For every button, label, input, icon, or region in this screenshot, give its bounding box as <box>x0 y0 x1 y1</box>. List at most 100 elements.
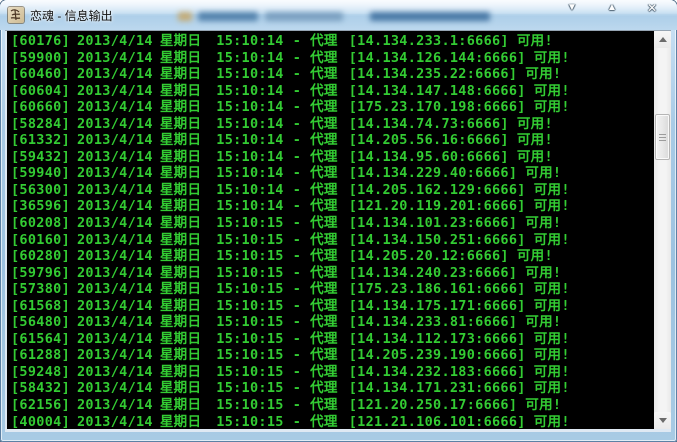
log-date: 2013/4/14 <box>77 82 153 99</box>
log-endpoint: [14.205.20.12:6666] <box>348 248 509 265</box>
log-label: 代理 <box>310 264 338 281</box>
close-button[interactable]: ✕ <box>646 1 658 15</box>
log-label: 代理 <box>310 82 338 99</box>
log-status: 可用! <box>533 297 570 314</box>
log-status: 可用! <box>525 264 562 281</box>
log-line: [60660] 2013/4/14 星期日 15:10:14- 代理 [175.23.17… <box>11 99 654 116</box>
log-date: 2013/4/14 <box>77 49 153 66</box>
scroll-down-button[interactable] <box>654 412 671 429</box>
log-line: [60160] 2013/4/14 星期日 15:10:15- 代理 [14.134.15… <box>11 232 654 249</box>
log-separator: - <box>292 347 302 364</box>
log-weekday: 星期日 <box>159 33 202 49</box>
log-id: [59900] <box>11 49 70 66</box>
log-endpoint: [14.134.112.173:6666] <box>348 330 526 347</box>
log-line: [36596] 2013/4/14 星期日 15:10:14- 代理 [121.20.11… <box>11 198 654 215</box>
log-endpoint: [175.23.170.198:6666] <box>348 99 526 116</box>
log-status: 可用! <box>533 347 570 364</box>
log-date: 2013/4/14 <box>77 231 153 248</box>
log-status: 可用! <box>516 132 553 149</box>
log-weekday: 星期日 <box>159 49 202 66</box>
log-time: 15:10:15 <box>216 380 284 397</box>
log-label: 代理 <box>310 330 338 347</box>
log-separator: - <box>292 115 302 132</box>
log-line: [60208] 2013/4/14 星期日 15:10:15- 代理 [14.134.10… <box>11 215 654 232</box>
log-weekday: 星期日 <box>159 215 202 232</box>
log-line: [61288] 2013/4/14 星期日 15:10:15- 代理 [14.205.23… <box>11 347 654 364</box>
title-bar[interactable]: 恋魂 - 信息输出 ▼ ▲ ✕ <box>0 0 677 30</box>
log-id: [59248] <box>11 363 70 380</box>
vertical-scrollbar[interactable] <box>654 31 671 429</box>
log-endpoint: [14.134.233.1:6666] <box>348 33 509 49</box>
log-separator: - <box>292 397 302 414</box>
log-separator: - <box>292 132 302 149</box>
log-line: [56300] 2013/4/14 星期日 15:10:14- 代理 [14.205.16… <box>11 182 654 199</box>
log-status: 可用! <box>516 148 553 165</box>
console-output: [60176] 2013/4/14 星期日 15:10:14- 代理 [14.134.23… <box>7 31 654 429</box>
log-status: 可用! <box>525 215 562 232</box>
log-time: 15:10:15 <box>216 330 284 347</box>
log-status: 可用! <box>533 231 570 248</box>
log-endpoint: [14.134.150.251:6666] <box>348 231 526 248</box>
log-weekday: 星期日 <box>159 248 202 265</box>
log-label: 代理 <box>310 347 338 364</box>
log-time: 15:10:15 <box>216 347 284 364</box>
log-time: 15:10:15 <box>216 215 284 232</box>
minimize-button[interactable]: ▼ <box>567 2 577 13</box>
log-weekday: 星期日 <box>159 330 202 347</box>
log-id: [40004] <box>11 413 70 429</box>
log-time: 15:10:14 <box>216 132 284 149</box>
client-area: [60176] 2013/4/14 星期日 15:10:14- 代理 [14.134.23… <box>5 30 671 432</box>
log-weekday: 星期日 <box>159 314 202 331</box>
log-date: 2013/4/14 <box>77 198 153 215</box>
log-label: 代理 <box>310 248 338 265</box>
log-date: 2013/4/14 <box>77 347 153 364</box>
log-separator: - <box>292 281 302 298</box>
log-date: 2013/4/14 <box>77 215 153 232</box>
window-controls: ▼ ▲ ✕ <box>561 1 663 16</box>
log-weekday: 星期日 <box>159 198 202 215</box>
log-date: 2013/4/14 <box>77 363 153 380</box>
log-label: 代理 <box>310 49 338 66</box>
log-weekday: 星期日 <box>159 347 202 364</box>
log-weekday: 星期日 <box>159 148 202 165</box>
log-status: 可用! <box>533 49 570 66</box>
log-weekday: 星期日 <box>159 413 202 429</box>
log-endpoint: [14.134.126.144:6666] <box>348 49 526 66</box>
log-endpoint: [14.134.235.22:6666] <box>348 66 518 83</box>
log-date: 2013/4/14 <box>77 165 153 182</box>
scrollbar-thumb[interactable] <box>655 114 670 160</box>
app-icon[interactable] <box>8 7 24 23</box>
log-label: 代理 <box>310 99 338 116</box>
log-id: [61568] <box>11 297 70 314</box>
log-weekday: 星期日 <box>159 181 202 198</box>
log-time: 15:10:15 <box>216 264 284 281</box>
log-endpoint: [14.134.240.23:6666] <box>348 264 518 281</box>
scroll-up-button[interactable] <box>654 31 671 48</box>
log-time: 15:10:15 <box>216 363 284 380</box>
log-id: [60604] <box>11 82 70 99</box>
log-status: 可用! <box>533 281 570 298</box>
log-time: 15:10:14 <box>216 66 284 83</box>
log-separator: - <box>292 215 302 232</box>
log-endpoint: [14.134.101.23:6666] <box>348 215 518 232</box>
log-id: [60460] <box>11 66 70 83</box>
log-weekday: 星期日 <box>159 132 202 149</box>
log-id: [59432] <box>11 148 70 165</box>
log-id: [61332] <box>11 132 70 149</box>
log-endpoint: [14.134.233.81:6666] <box>348 314 518 331</box>
maximize-button[interactable]: ▲ <box>607 2 617 13</box>
log-date: 2013/4/14 <box>77 148 153 165</box>
triangle-up-icon <box>658 37 667 42</box>
log-time: 15:10:14 <box>216 181 284 198</box>
log-weekday: 星期日 <box>159 66 202 83</box>
log-separator: - <box>292 330 302 347</box>
log-separator: - <box>292 413 302 429</box>
log-endpoint: [121.20.119.201:6666] <box>348 198 526 215</box>
log-label: 代理 <box>310 363 338 380</box>
log-label: 代理 <box>310 380 338 397</box>
log-id: [61564] <box>11 330 70 347</box>
log-label: 代理 <box>310 314 338 331</box>
log-status: 可用! <box>533 198 570 215</box>
log-line: [60280] 2013/4/14 星期日 15:10:15- 代理 [14.205.20… <box>11 248 654 265</box>
